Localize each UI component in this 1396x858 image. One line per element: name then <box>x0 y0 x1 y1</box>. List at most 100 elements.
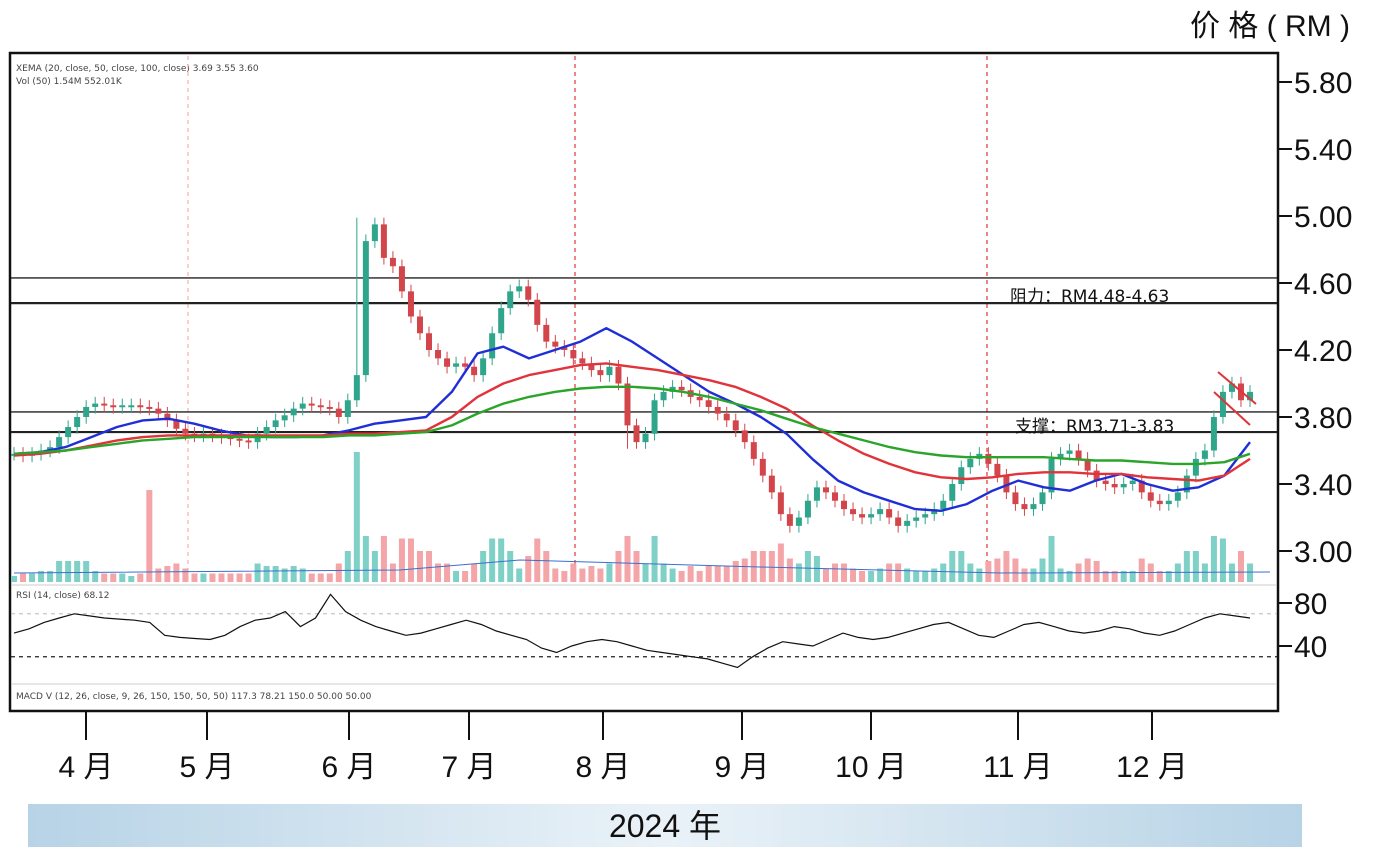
candle-body <box>498 308 505 334</box>
volume-bar <box>1030 568 1037 582</box>
volume-bar <box>1111 571 1118 582</box>
volume-bar <box>281 568 288 582</box>
x-axis: 4 月 5 月 6 月 7 月 8 月 9 月 10 月 11 月 12 月 <box>58 711 1188 784</box>
volume-bar <box>768 551 775 582</box>
volume-bar <box>362 536 369 582</box>
candle-body <box>1219 391 1226 417</box>
volume-bar <box>471 563 478 582</box>
candle-body <box>1012 492 1019 505</box>
candle-body <box>389 257 396 267</box>
x-tick-label: 6 月 <box>321 751 376 784</box>
candle-body <box>146 406 153 409</box>
candle-body <box>1021 504 1028 510</box>
y-tick-label: 3.40 <box>1294 469 1352 502</box>
ema-line <box>13 385 1251 466</box>
volume-bar <box>913 571 920 582</box>
volume-bar <box>877 568 884 582</box>
volume-bar <box>83 561 90 582</box>
volume-bar <box>47 571 54 582</box>
candle-body <box>353 375 360 401</box>
x-tick-label: 5 月 <box>179 751 234 784</box>
volume-bar <box>1165 571 1172 582</box>
candle-body <box>1156 500 1163 505</box>
candle-body <box>507 291 514 309</box>
volume-bar <box>380 536 387 582</box>
y-tick-label: 5.80 <box>1294 67 1352 100</box>
candle-body <box>1075 450 1082 459</box>
y-tick-label: 3.00 <box>1294 536 1352 569</box>
volume-bar <box>759 551 766 582</box>
volume-bar <box>308 573 315 582</box>
volume-bar <box>209 573 216 582</box>
support-annotation: 支撑：RM3.71-3.83 <box>1015 417 1174 437</box>
y-tick-label: 5.00 <box>1294 201 1352 234</box>
volume-bar <box>615 551 622 582</box>
candle-body <box>489 333 496 359</box>
volume-bar <box>651 536 658 582</box>
candle-body <box>516 286 523 292</box>
volume-bar <box>850 568 857 582</box>
volume-bar <box>1093 561 1100 582</box>
candle-body <box>904 520 911 526</box>
candle-body <box>877 509 884 515</box>
candle-body <box>895 517 902 526</box>
candle-body <box>173 420 180 429</box>
volume-bar <box>1057 568 1064 582</box>
candle-body <box>263 427 270 434</box>
volume-bar <box>1219 538 1226 582</box>
candle-body <box>362 241 369 376</box>
y-tick-label: 3.80 <box>1294 402 1352 435</box>
candle-body <box>786 514 793 526</box>
volume-bar <box>335 563 342 582</box>
volume-bar <box>696 571 703 582</box>
volume-bar <box>723 566 730 582</box>
volume-bar <box>254 563 261 582</box>
candle-body <box>344 400 351 417</box>
candle-body <box>624 383 631 426</box>
candle-body <box>317 405 324 408</box>
candle-body <box>480 358 487 376</box>
candle-body <box>326 406 333 409</box>
volume-bar <box>795 563 802 582</box>
volume-bar <box>606 563 613 582</box>
y-tick-label: 4.60 <box>1294 268 1352 301</box>
candle-body <box>723 413 730 421</box>
volume-bar <box>200 573 207 582</box>
candle-body <box>110 405 117 408</box>
volume-bar <box>407 538 414 582</box>
volume-bar <box>904 568 911 582</box>
candle-body <box>886 509 893 518</box>
candle-body <box>705 400 712 407</box>
candle-body <box>1102 480 1109 484</box>
volume-bar <box>958 551 965 582</box>
y-tick-label: 5.40 <box>1294 134 1352 167</box>
volume-bar <box>1183 551 1190 582</box>
chart-frame <box>8 51 1280 713</box>
candle-body <box>92 403 99 407</box>
candle-body <box>831 492 838 501</box>
candle-body <box>155 408 162 414</box>
volume-bar <box>480 551 487 582</box>
candle-body <box>1210 417 1217 451</box>
volume-bar <box>1066 571 1073 582</box>
volume-bar <box>1012 558 1019 582</box>
volume-bar <box>841 563 848 582</box>
volume-bar <box>146 490 153 582</box>
x-tick-label: 4 月 <box>58 751 113 784</box>
volume-bar <box>831 563 838 582</box>
volume-bar <box>940 563 947 582</box>
volume-bar <box>1237 551 1244 582</box>
candle-body <box>732 420 739 431</box>
volume-bar <box>74 561 81 582</box>
candle-body <box>1084 458 1091 471</box>
candle-body <box>47 447 54 451</box>
candle-body <box>588 363 595 371</box>
volume-bar <box>65 561 72 582</box>
candle-body <box>606 366 613 376</box>
candle-body <box>678 386 685 391</box>
volume-bar <box>218 573 225 582</box>
candle-body <box>299 403 306 409</box>
volume-bar <box>543 551 550 582</box>
candle-body <box>570 350 577 359</box>
volume-bar <box>579 568 586 582</box>
